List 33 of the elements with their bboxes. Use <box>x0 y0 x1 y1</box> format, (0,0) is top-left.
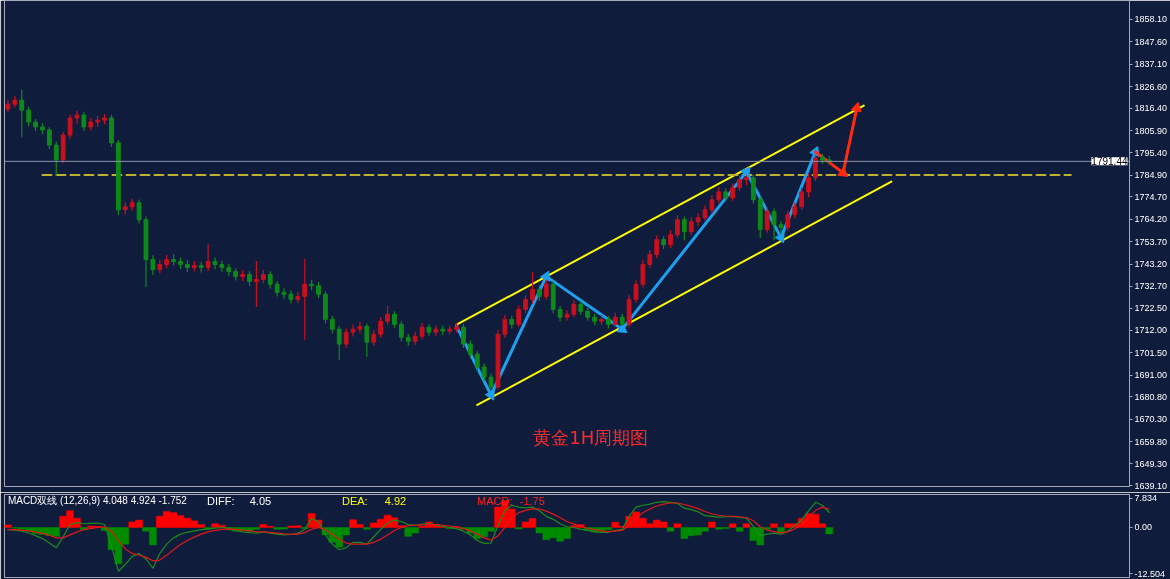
y-tick-label: 1680.80 <box>1134 391 1168 402</box>
y-tick-label: 1816.40 <box>1134 103 1168 114</box>
annotation: -1.75 <box>519 494 545 507</box>
chart-title: MACD双线 (12,26,9) 4.048 4.924 -1.752 <box>7 495 188 507</box>
y-tick-label: 1659.80 <box>1134 436 1168 447</box>
y-tick-label: 1858.10 <box>1134 14 1168 25</box>
y-tick-label: 1795.40 <box>1134 147 1168 158</box>
y-tick-label: 1712.00 <box>1134 325 1168 336</box>
annotation: 4.92 <box>384 494 407 507</box>
y-tick-label: 1764.20 <box>1134 214 1168 225</box>
annotation: 4.05 <box>249 494 272 507</box>
y-tick-label: -12.504 <box>1134 568 1166 579</box>
y-tick-label: 1649.30 <box>1134 458 1168 469</box>
y-tick-label: 1743.20 <box>1134 259 1168 270</box>
y-tick-label: 1722.50 <box>1134 303 1168 314</box>
y-tick-label: 1847.60 <box>1134 36 1168 47</box>
y-tick-label: 1691.00 <box>1134 370 1168 381</box>
annotation: DIFF: <box>207 494 235 507</box>
y-tick-label: 1774.70 <box>1134 191 1168 202</box>
y-tick-label: 1826.60 <box>1134 81 1168 92</box>
y-tick-label: 1639.10 <box>1134 480 1168 491</box>
text: 黄金1H周期图 <box>533 427 649 449</box>
y-tick-label: 1805.90 <box>1134 125 1168 136</box>
y-tick-label: 1837.10 <box>1134 59 1168 70</box>
y-tick-label: 0.00 <box>1134 522 1153 533</box>
annotation: DEA: <box>342 494 368 507</box>
y-tick-label: 1670.30 <box>1134 414 1168 425</box>
y-tick-label: 1701.50 <box>1134 347 1168 358</box>
y-tick-label: 1732.70 <box>1134 281 1168 292</box>
y-tick-label: 1753.70 <box>1134 236 1168 247</box>
y-tick-label: 1784.90 <box>1134 170 1168 181</box>
ref-line-label: 1791.44 <box>1091 156 1128 168</box>
y-tick-label: 7.834 <box>1134 493 1158 504</box>
